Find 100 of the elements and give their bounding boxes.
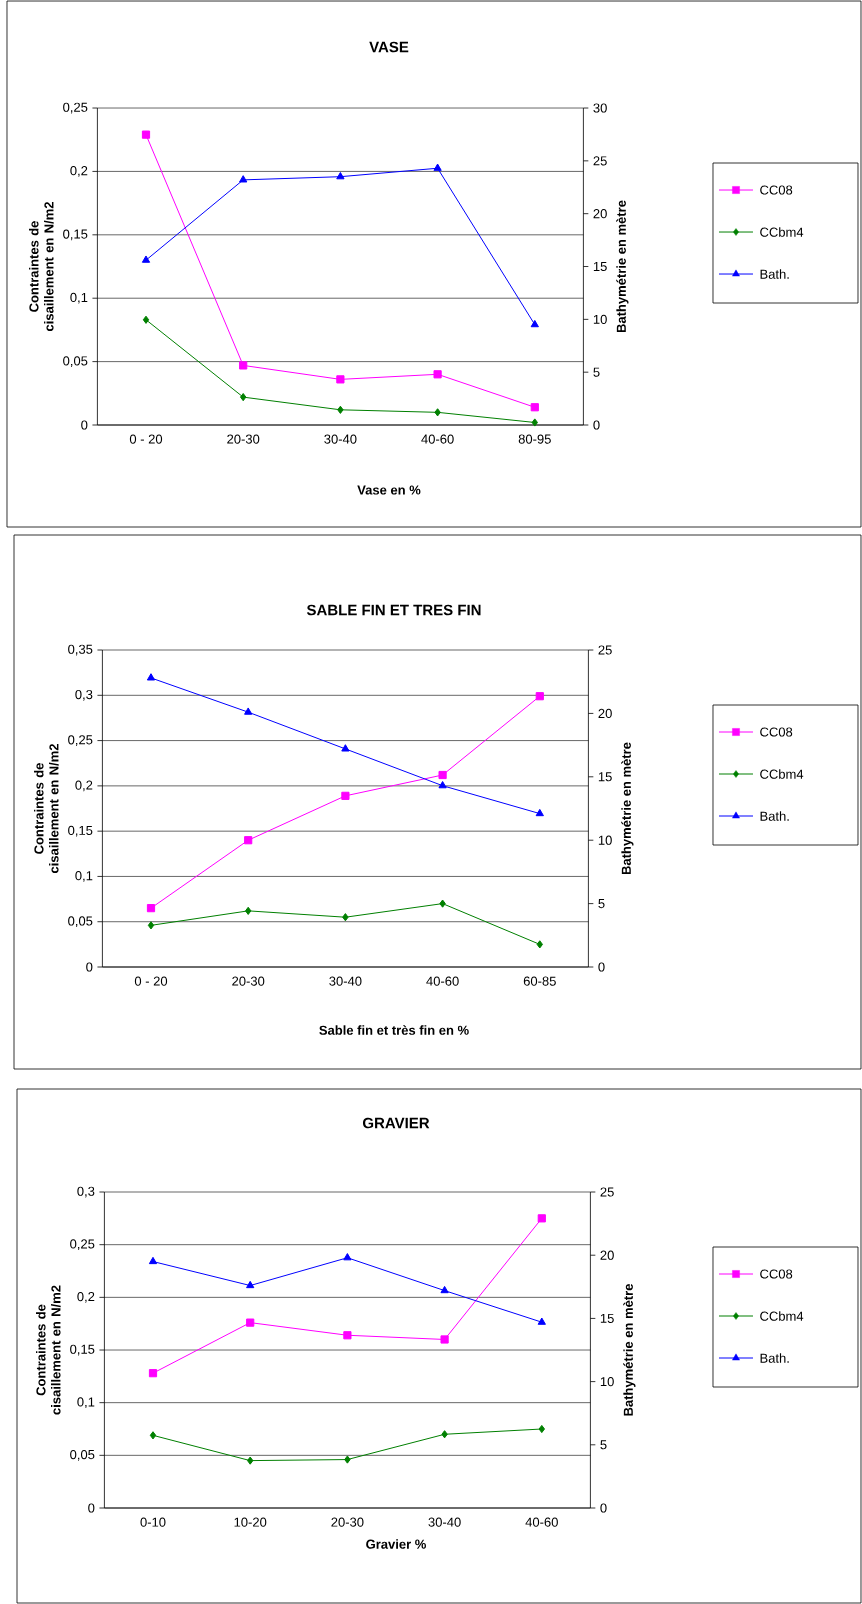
y-tick-label: 0 [86,962,93,972]
point [440,1335,449,1344]
y-tick-label: 0,05 [70,1449,95,1461]
y2-tick-label: 10 [600,1377,614,1387]
legend-label: Bath. [760,1353,789,1363]
x-axis-title: Sable fin et très fin en % [319,1025,469,1035]
point [433,370,442,379]
y2-tick-label: 20 [593,209,607,219]
point [342,913,349,922]
chart-title: SABLE FIN ET TRES FIN [306,604,481,616]
x-tick-label: 30-40 [324,434,357,444]
y2-tick-label: 25 [598,645,612,655]
y-axis-title: Contraintes de cisaillement en N/m2 [36,1285,61,1415]
y2-tick-label: 5 [600,1440,607,1450]
y-tick-label: 0,25 [70,1239,95,1251]
point [245,906,252,915]
y2-tick-label: 15 [600,1313,614,1323]
chart-title: GRAVIER [362,1117,430,1129]
point [530,319,539,328]
legend-label: CC08 [760,1269,793,1279]
point [536,940,543,949]
x-tick-label: 20-30 [227,434,260,444]
point [240,393,247,402]
point [439,899,446,908]
point [341,744,350,752]
point [537,1214,546,1223]
y-tick-label: 0,3 [75,689,93,701]
y2-tick-label: 0 [593,420,600,430]
point [142,315,150,324]
x-tick-label: 40-60 [426,976,459,986]
x-tick-label: 0 - 20 [134,976,168,986]
legend-label: CC08 [760,185,793,195]
point [244,836,253,845]
y-tick-label: 0,2 [75,780,93,792]
x-tick-label: 30-40 [428,1517,461,1527]
x-tick-label: 10-20 [234,1517,267,1527]
x-tick-label: 0 - 20 [129,434,163,444]
point [535,808,544,817]
y2-axis-title: Bathymétrie en mètre [623,1284,636,1416]
legend-label: CC08 [760,727,793,737]
point [434,408,441,417]
x-axis-title: Gravier % [366,1539,426,1549]
point [336,172,345,180]
x-tick-label: 20-30 [232,976,265,986]
y2-tick-label: 25 [600,1187,614,1197]
y-tick-label: 0,05 [68,916,93,928]
point [141,130,151,139]
point [535,692,544,701]
y-tick-label: 0,05 [63,356,88,367]
legend-label: CCbm4 [760,769,804,779]
y2-tick-label: 20 [598,708,612,719]
point [336,375,345,384]
y-axis-title: Contraintes de cisaillement en N/m2 [29,202,54,332]
y-tick-label: 0,35 [68,644,93,656]
x-axis-title: Vase en % [357,485,421,495]
x-tick-label: 30-40 [329,976,362,986]
legend-label: CCbm4 [760,1311,804,1321]
point [438,780,447,789]
y-tick-label: 0,15 [70,1344,95,1356]
point [148,1256,158,1265]
point [341,791,350,800]
point [537,1317,546,1325]
point [141,255,151,263]
x-tick-label: 40-60 [525,1517,558,1527]
y2-tick-label: 10 [593,314,607,324]
point [147,921,155,930]
y-tick-label: 0,15 [68,825,93,837]
x-tick-label: 60-85 [523,976,556,986]
x-tick-label: 40-60 [421,434,454,444]
y2-tick-label: 20 [600,1250,614,1260]
y-tick-label: 0,25 [63,102,88,114]
point [246,1318,255,1327]
x-tick-label: 0-10 [140,1517,166,1527]
y2-tick-label: 5 [598,899,605,909]
legend-label: Bath. [760,269,789,279]
point [438,770,447,780]
y-tick-label: 0,2 [70,166,88,177]
y2-tick-label: 15 [593,261,607,272]
y-tick-label: 0 [88,1503,95,1513]
chart-title: VASE [369,41,409,53]
point [149,1431,157,1440]
x-tick-label: 80-95 [518,434,551,444]
y2-tick-label: 0 [598,962,605,972]
point [239,361,248,370]
y2-tick-label: 10 [598,835,612,845]
y-tick-label: 0,1 [70,292,88,304]
y-tick-label: 0,25 [68,735,93,746]
point [244,707,253,715]
x-tick-label: 20-30 [331,1517,364,1527]
legend-label: Bath. [760,811,789,821]
point [433,163,442,171]
point [440,1285,449,1294]
y2-tick-label: 0 [600,1503,607,1513]
y2-axis-title: Bathymétrie en mètre [621,742,634,875]
y2-tick-label: 15 [598,772,612,782]
point [538,1424,545,1434]
y-tick-label: 0 [81,420,88,430]
point [246,1280,255,1289]
point [247,1456,254,1465]
point [146,673,156,681]
